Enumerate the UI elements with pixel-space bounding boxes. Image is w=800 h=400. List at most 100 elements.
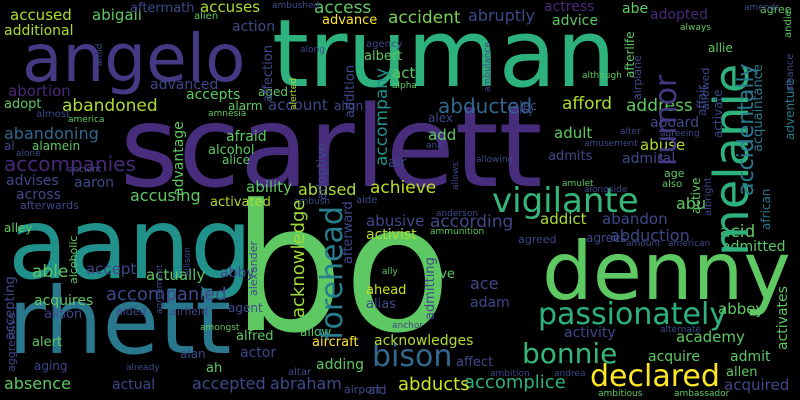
word-accompanied: accompanied — [106, 284, 227, 305]
word-aging: aging — [34, 359, 68, 373]
word-agency: agency — [366, 39, 403, 50]
word-adoptive: adoptive — [315, 143, 330, 200]
word-academy: academy — [676, 328, 745, 346]
word-abruptly: abruptly — [468, 6, 536, 25]
word-aaron: aaron — [74, 175, 115, 191]
word-according: according — [430, 212, 514, 232]
word-altar: altar — [288, 367, 312, 378]
word-along: along — [300, 45, 325, 55]
word-ambassador: ambassador — [674, 389, 730, 399]
word-advanced: advanced — [150, 77, 219, 93]
word-alan: alan — [180, 347, 206, 361]
word-aircraft: aircraft — [312, 335, 359, 350]
word-alice: alice — [222, 153, 251, 167]
word-accomplice: accomplice — [464, 372, 566, 393]
word-rumor: rumor — [649, 74, 684, 166]
word-ambitious: ambitious — [598, 389, 643, 399]
word-angelo: angelo — [22, 20, 246, 97]
word-ammunition: ammunition — [430, 227, 485, 237]
word-scarlett: scarlett — [120, 83, 543, 213]
word-advice: advice — [552, 13, 598, 29]
word-alcoholic: alcoholic — [67, 235, 80, 284]
word-agrees: agrees — [586, 231, 627, 245]
word-agreed: agreed — [518, 233, 557, 246]
word-abandoning: abandoning — [4, 124, 99, 143]
word-addition: addition — [343, 65, 358, 118]
word-abraham: abraham — [270, 374, 342, 393]
word-ambush: ambush — [294, 197, 331, 207]
word-alone: alone — [16, 149, 41, 159]
word-alive: alive — [424, 267, 455, 282]
word-airfield: airfield — [170, 305, 209, 318]
word-addict: addict — [540, 210, 587, 228]
word-alexander: alexander — [247, 241, 260, 296]
word-alternate: alternate — [660, 325, 701, 335]
word-ally: ally — [382, 267, 398, 277]
word-alpha: alpha — [392, 81, 417, 91]
word-advises: advises — [6, 173, 59, 189]
word-activates: activates — [775, 286, 791, 350]
word-affair: affair — [695, 84, 709, 116]
word-abducted: abducted — [438, 94, 533, 118]
word-allen: allen — [726, 365, 758, 380]
word-admitting: admitting — [423, 257, 438, 320]
word-afraid: afraid — [226, 129, 267, 145]
word-alec: alec — [512, 99, 537, 113]
word-agreement: agreement — [155, 264, 165, 314]
word-alongside: alongside — [584, 185, 628, 195]
word-adam: adam — [470, 295, 510, 311]
word-allows: allows — [451, 161, 461, 190]
word-alex: alex — [428, 111, 453, 125]
word-admit: admit — [730, 349, 771, 365]
word-active: active — [689, 177, 703, 214]
word-abby: abby — [220, 265, 255, 281]
word-admiral: admiral — [622, 151, 676, 167]
word-acknowledges: acknowledges — [374, 333, 474, 349]
word-agreeing: agreeing — [660, 129, 700, 139]
word-airport: airport — [344, 383, 381, 396]
word-ambulance: ambulance — [483, 42, 493, 92]
word-alliance: alliance — [785, 53, 796, 92]
word-amy: amy — [514, 107, 534, 117]
word-aboard: aboard — [650, 115, 700, 131]
word-adopted: adopted — [650, 7, 708, 23]
word-affection: affection — [261, 45, 276, 102]
word-agent: agent — [228, 301, 263, 315]
word-amnesia: amnesia — [208, 109, 247, 119]
word-accident: accident — [388, 8, 461, 28]
word-allowing: allowing — [476, 155, 514, 165]
word-activity: activity — [564, 325, 616, 341]
word-ana: ana — [426, 141, 443, 151]
word-acquires: acquires — [34, 293, 94, 309]
word-actual: actual — [112, 377, 156, 393]
word-activated: activated — [210, 195, 271, 210]
word-alias: alias — [366, 297, 396, 312]
word-abigail: abigail — [92, 6, 142, 24]
word-amusement: amusement — [584, 139, 638, 149]
word-albert: albert — [364, 49, 403, 64]
word-alley: alley — [4, 221, 33, 235]
word-bonnie: bonnie — [522, 337, 618, 370]
word-denny: denny — [542, 225, 791, 318]
word-aide: aide — [356, 195, 378, 206]
word-ahead: ahead — [366, 283, 407, 298]
word-andrea: andrea — [554, 369, 586, 379]
word-air: air — [388, 155, 407, 171]
word-ace: ace — [470, 274, 499, 293]
word-although: although — [582, 71, 622, 81]
word-abused: abused — [298, 180, 357, 199]
word-already: already — [126, 363, 160, 373]
word-abuse: abuse — [640, 136, 686, 154]
word-bo: bo — [232, 167, 452, 372]
word-abusive: abusive — [366, 212, 425, 230]
word-abandon: abandon — [602, 210, 668, 228]
word-alert: alert — [32, 335, 63, 350]
word-abbey: abbey — [718, 300, 765, 318]
word-actress: actress — [544, 0, 595, 15]
word-accusing: accusing — [130, 186, 201, 205]
word-add: add — [428, 126, 457, 144]
word-amount: amount — [626, 239, 661, 249]
word-amid: amid — [95, 43, 105, 67]
word-actor: actor — [240, 345, 277, 361]
word-admitted: admitted — [722, 239, 786, 255]
